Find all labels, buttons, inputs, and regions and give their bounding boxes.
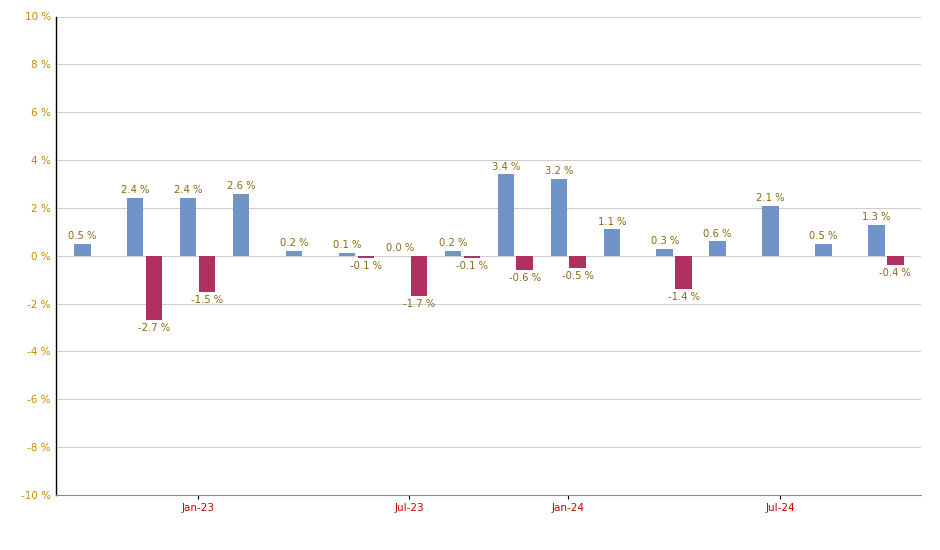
Text: -0.4 %: -0.4 % <box>880 268 911 278</box>
Bar <box>411 256 427 296</box>
Text: 0.5 %: 0.5 % <box>68 231 97 241</box>
Text: 0.6 %: 0.6 % <box>703 228 732 239</box>
Bar <box>338 254 355 256</box>
Text: -0.1 %: -0.1 % <box>456 261 488 271</box>
Text: 0.2 %: 0.2 % <box>280 238 308 248</box>
Bar <box>762 206 779 256</box>
Bar <box>603 229 620 256</box>
Text: 1.1 %: 1.1 % <box>598 217 626 227</box>
Text: -1.5 %: -1.5 % <box>191 294 223 305</box>
Bar <box>146 256 163 320</box>
Bar <box>198 256 215 292</box>
Bar <box>74 244 90 256</box>
Text: 2.1 %: 2.1 % <box>757 192 785 202</box>
Text: 0.1 %: 0.1 % <box>333 240 361 250</box>
Text: 2.4 %: 2.4 % <box>121 185 149 195</box>
Bar <box>497 174 514 256</box>
Bar <box>357 256 374 258</box>
Text: -1.7 %: -1.7 % <box>402 299 435 309</box>
Bar <box>445 251 462 256</box>
Bar <box>127 199 144 256</box>
Bar <box>887 256 903 265</box>
Text: 0.5 %: 0.5 % <box>809 231 838 241</box>
Bar <box>551 179 567 256</box>
Bar <box>180 199 196 256</box>
Text: -2.7 %: -2.7 % <box>138 323 170 333</box>
Text: 2.4 %: 2.4 % <box>174 185 202 195</box>
Bar <box>516 256 533 270</box>
Bar <box>710 241 726 256</box>
Text: 3.4 %: 3.4 % <box>492 162 520 172</box>
Text: -1.4 %: -1.4 % <box>667 292 699 302</box>
Text: 0.3 %: 0.3 % <box>650 236 679 246</box>
Text: -0.5 %: -0.5 % <box>561 271 594 281</box>
Bar <box>675 256 692 289</box>
Bar <box>869 224 885 256</box>
Bar <box>815 244 832 256</box>
Text: 2.6 %: 2.6 % <box>227 180 256 191</box>
Bar <box>233 194 249 256</box>
Text: 0.0 %: 0.0 % <box>385 243 415 253</box>
Bar <box>656 249 673 256</box>
Bar <box>463 256 480 258</box>
Bar <box>570 256 586 268</box>
Text: -0.6 %: -0.6 % <box>509 273 540 283</box>
Text: -0.1 %: -0.1 % <box>350 261 382 271</box>
Text: 1.3 %: 1.3 % <box>862 212 891 222</box>
Bar <box>286 251 303 256</box>
Text: 0.2 %: 0.2 % <box>439 238 467 248</box>
Text: 3.2 %: 3.2 % <box>544 166 573 177</box>
